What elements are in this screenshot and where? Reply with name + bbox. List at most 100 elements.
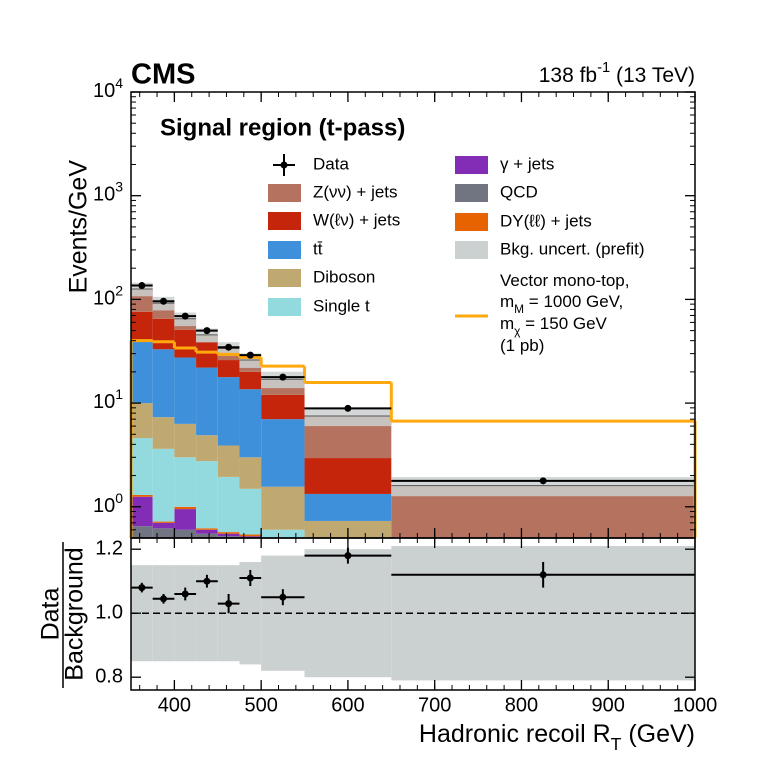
x-axis-title-part: Hadronic recoil R (419, 720, 611, 748)
data-point (181, 312, 189, 320)
stack-segment (196, 367, 218, 436)
chart-title: CMS (131, 59, 195, 91)
y-tick-base: 10 (93, 391, 115, 413)
stack-segment (217, 476, 240, 533)
legend-label: γ + jets (500, 154, 554, 173)
stack-segment (217, 536, 240, 538)
stack-segment (239, 534, 262, 537)
legend-signal-label: (1 pb) (500, 336, 544, 355)
legend-label: QCD (500, 182, 538, 201)
stack-segment (152, 318, 175, 350)
stack-segment (174, 529, 197, 538)
ratio-uncertainty-band (239, 562, 262, 665)
y-tick-label: 104 (93, 75, 123, 103)
legend-label: Single t (313, 296, 370, 315)
y-tick-base: 10 (93, 495, 115, 517)
stack-segment (239, 488, 262, 535)
legend-label: Data (313, 154, 349, 173)
legend-signal-label-part: Vector mono-top, (500, 271, 629, 290)
x-tick-label: 500 (244, 694, 277, 716)
ratio-y-title-den: Background (61, 547, 89, 680)
stack-segment (174, 457, 197, 507)
legend-label: Z(νν) + jets (313, 182, 398, 201)
stack-segment (261, 529, 305, 538)
ratio-point (246, 574, 254, 582)
legend-label: tt̄ (313, 239, 323, 258)
stack-segment (131, 340, 153, 404)
stack-segment (152, 349, 175, 418)
stack-segment (152, 448, 175, 522)
stack-segment (131, 311, 153, 341)
legend-signal-label-part: (1 pb) (500, 336, 544, 355)
legend-signal-label-part: χ (514, 324, 521, 338)
ratio-point (203, 577, 211, 585)
ratio-y-title-num: Data (37, 588, 65, 641)
legend-signal-label-part: m (500, 314, 514, 333)
x-tick-label: 900 (592, 694, 625, 716)
ratio-point (539, 571, 547, 579)
y-tick-label: 100 (93, 489, 123, 517)
ratio-point (225, 600, 233, 608)
legend-data-dot (280, 161, 288, 169)
stack-segment (239, 457, 262, 489)
data-point (246, 351, 254, 359)
ratio-point (344, 552, 352, 560)
stack-segment (196, 435, 218, 462)
stack-segment (131, 496, 153, 527)
y-tick-exp: 2 (115, 282, 123, 298)
y-axis-title: Events/GeV (65, 160, 93, 294)
stack-segment (174, 357, 197, 424)
ratio-uncertainty-band (131, 565, 153, 662)
data-point (138, 282, 146, 290)
legend-swatch (455, 156, 488, 174)
y-tick-exp: 0 (115, 489, 123, 505)
stack-segment (239, 371, 262, 390)
ratio-point (181, 590, 189, 598)
stack-segment (261, 394, 305, 420)
stack-segment (196, 461, 218, 529)
ratio-uncertainty-band (174, 565, 197, 662)
ratio-y-tick-label: 1.2 (95, 537, 123, 559)
x-tick-label: 700 (418, 694, 451, 716)
legend-signal-label: mχ = 150 GeV (500, 314, 608, 338)
legend-swatch (455, 241, 488, 259)
stack-segment (131, 526, 153, 538)
ratio-y-tick-label: 0.8 (95, 665, 123, 687)
legend-label: W(ℓν) + jets (313, 210, 400, 229)
stack-segment (152, 521, 175, 523)
stack-segment (217, 533, 240, 537)
ratio-uncertainty-band (196, 565, 218, 662)
annotation: Signal region (t-pass) (160, 114, 405, 141)
stack-segment (239, 389, 262, 458)
x-tick-label: 600 (331, 694, 364, 716)
legend-signal-label: mM = 1000 GeV, (500, 292, 623, 316)
legend-signal-label-part: m (500, 292, 514, 311)
ratio-frame (130, 537, 696, 691)
stack-segment (174, 423, 197, 458)
x-axis-title: Hadronic recoil RT (GeV) (419, 720, 695, 754)
stack-segment (304, 458, 392, 494)
stack-segment (152, 417, 175, 449)
legend-label: DY(ℓℓ) + jets (500, 211, 592, 230)
stack-segment (217, 377, 240, 446)
x-tick-label: 800 (505, 694, 538, 716)
y-tick-base: 10 (93, 184, 115, 206)
y-tick-exp: 1 (115, 386, 123, 402)
legend-label: Diboson (313, 267, 375, 286)
ratio-uncertainty-band (152, 565, 175, 662)
legend-swatch (268, 241, 301, 259)
stack-segment (152, 522, 175, 529)
ratio-point (279, 593, 287, 601)
y-tick-exp: 4 (115, 75, 123, 91)
legend-swatch (268, 269, 301, 287)
data-point (203, 327, 211, 335)
lumi-part: (13 TeV) (610, 64, 695, 87)
y-tick-base: 10 (93, 80, 115, 102)
x-axis-title-part: (GeV) (621, 720, 695, 748)
stack-segment (131, 438, 153, 495)
stack-segment (131, 403, 153, 439)
ratio-point (138, 584, 146, 592)
stack-segment (196, 342, 218, 368)
uncertainty-band (196, 328, 218, 343)
